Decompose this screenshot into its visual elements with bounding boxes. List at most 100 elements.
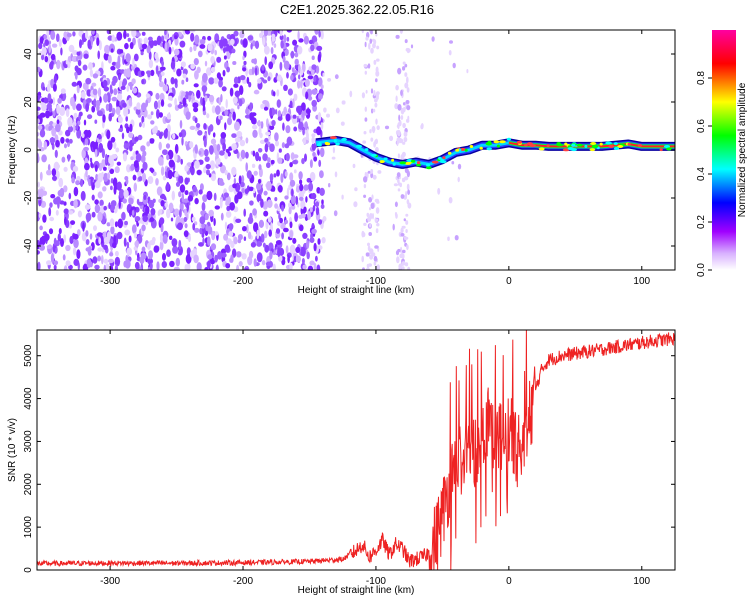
- noise-blob: [37, 124, 43, 131]
- noise-blob: [207, 236, 211, 246]
- noise-blob-sparse: [322, 72, 325, 77]
- noise-blob: [212, 132, 216, 138]
- noise-blob: [203, 123, 207, 130]
- noise-blob: [253, 258, 257, 267]
- noise-blob: [44, 55, 49, 63]
- noise-blob: [220, 132, 227, 139]
- noise-blob: [162, 253, 166, 261]
- snr-x-tick-label: 0: [506, 576, 512, 587]
- spectrogram-y-tick-label: 40: [23, 48, 34, 60]
- noise-blob: [77, 59, 82, 67]
- noise-blob-sparse: [332, 146, 335, 154]
- noise-blob: [46, 260, 52, 266]
- noise-blob: [259, 132, 263, 139]
- noise-blob: [239, 85, 244, 96]
- noise-blob: [110, 48, 114, 53]
- noise-blob: [311, 223, 315, 228]
- noise-blob-sparse: [397, 122, 400, 130]
- noise-blob: [80, 190, 86, 201]
- noise-blob: [278, 255, 283, 262]
- noise-blob-sparse: [371, 194, 374, 200]
- noise-blob: [73, 258, 80, 266]
- noise-blob: [120, 85, 126, 90]
- noise-blob: [313, 156, 318, 162]
- noise-blob: [240, 149, 246, 160]
- noise-blob: [284, 219, 289, 224]
- noise-blob: [112, 177, 118, 188]
- noise-blob: [178, 191, 182, 198]
- noise-blob-sparse: [401, 266, 405, 270]
- noise-blob: [173, 48, 180, 56]
- noise-blob: [106, 30, 111, 35]
- noise-blob: [131, 210, 135, 216]
- noise-blob-sparse: [406, 183, 410, 191]
- noise-blob: [140, 154, 146, 163]
- noise-blob: [224, 109, 229, 116]
- noise-blob: [180, 158, 183, 165]
- noise-blob: [150, 111, 154, 116]
- colorbar-gradient: [712, 30, 736, 270]
- noise-blob: [53, 161, 60, 172]
- noise-blob: [67, 117, 73, 127]
- noise-blob: [127, 37, 131, 42]
- noise-blob: [206, 113, 210, 119]
- noise-blob: [261, 64, 265, 71]
- noise-blob: [284, 171, 288, 177]
- noise-blob: [103, 244, 108, 250]
- noise-blob-sparse: [403, 131, 408, 137]
- noise-blob-sparse: [365, 252, 370, 257]
- noise-blob-sparse: [367, 170, 371, 174]
- noise-blob: [204, 213, 209, 221]
- noise-blob: [264, 143, 269, 153]
- noise-blob: [263, 190, 268, 196]
- noise-blob: [207, 260, 211, 269]
- noise-blob: [265, 261, 272, 267]
- noise-blob: [122, 102, 127, 108]
- noise-blob: [39, 225, 43, 231]
- noise-blob: [269, 250, 273, 260]
- noise-blob: [185, 111, 191, 120]
- noise-blob: [210, 173, 217, 182]
- noise-blob: [298, 121, 304, 130]
- noise-blob: [244, 114, 251, 119]
- noise-blob: [37, 240, 40, 245]
- noise-blob-sparse: [370, 88, 374, 94]
- noise-blob: [292, 237, 297, 244]
- noise-blob: [85, 103, 89, 112]
- noise-blob: [99, 199, 104, 207]
- noise-blob: [63, 166, 68, 172]
- noise-blob: [158, 132, 163, 140]
- noise-blob: [264, 230, 268, 239]
- noise-blob: [204, 267, 209, 270]
- noise-blob: [237, 238, 242, 244]
- noise-blob-sparse: [402, 122, 406, 129]
- noise-blob: [297, 45, 303, 55]
- noise-blob: [224, 221, 228, 230]
- noise-blob: [277, 157, 283, 164]
- noise-blob: [162, 149, 168, 156]
- noise-blob: [318, 219, 323, 225]
- noise-blob: [258, 219, 264, 228]
- noise-blob: [190, 63, 196, 70]
- noise-blob: [210, 56, 215, 64]
- noise-blob: [42, 214, 47, 223]
- noise-blob: [135, 32, 141, 37]
- noise-blob: [320, 30, 324, 40]
- noise-blob: [78, 111, 83, 117]
- noise-blob-sparse: [401, 177, 406, 183]
- ridge-speckle: [469, 145, 474, 148]
- noise-blob: [217, 157, 221, 165]
- noise-blob: [286, 36, 290, 42]
- noise-blob: [39, 188, 44, 198]
- ridge-speckle: [589, 148, 596, 152]
- noise-blob: [187, 195, 194, 202]
- noise-blob: [51, 168, 57, 177]
- noise-blob: [52, 175, 57, 181]
- noise-blob: [227, 151, 231, 157]
- noise-blob: [164, 42, 168, 52]
- noise-blob: [289, 230, 294, 238]
- noise-blob: [73, 199, 78, 209]
- snr-x-label: Height of straight line (km): [298, 585, 415, 596]
- noise-blob: [85, 212, 92, 222]
- noise-blob: [80, 178, 84, 187]
